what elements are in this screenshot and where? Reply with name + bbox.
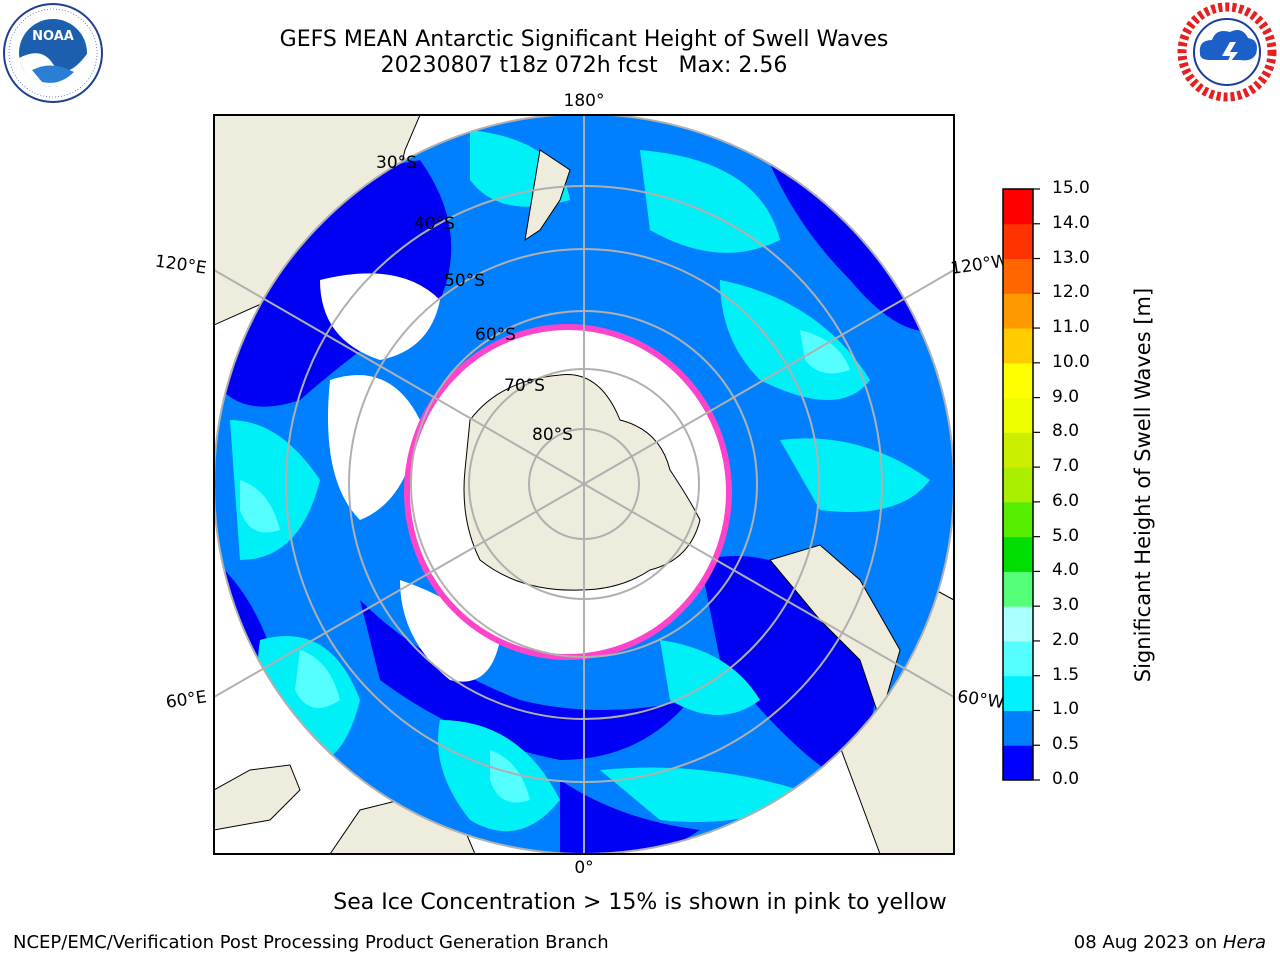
lat-label-80: 80°S xyxy=(532,425,573,445)
colorbar-tick-label: 6.0 xyxy=(1052,490,1080,511)
lon-label-120w: 120°W xyxy=(949,251,1009,279)
colorbar-segment xyxy=(1003,710,1033,746)
sea-ice-note: Sea Ice Concentration > 15% is shown in … xyxy=(333,890,947,915)
colorbar-tick-label: 14.0 xyxy=(1052,212,1090,233)
chart-title: GEFS MEAN Antarctic Significant Height o… xyxy=(279,27,889,52)
lat-label-50: 50°S xyxy=(444,271,485,291)
colorbar-tick-label: 0.0 xyxy=(1052,769,1080,789)
noaa-logo-text: NOAA xyxy=(32,29,74,44)
colorbar-tick-label: 3.0 xyxy=(1052,595,1080,616)
graticule xyxy=(214,115,954,854)
colorbar-segment xyxy=(1003,293,1033,329)
colorbar-tick-label: 15.0 xyxy=(1052,178,1090,198)
colorbar-segment xyxy=(1003,606,1033,642)
map-frame xyxy=(213,114,955,855)
colorbar-tick-label: 12.0 xyxy=(1052,282,1090,303)
colorbar-tick-label: 2.0 xyxy=(1052,629,1080,650)
colorbar-tick-label: 8.0 xyxy=(1052,421,1080,442)
colorbar-segment xyxy=(1003,745,1033,781)
colorbar-segment xyxy=(1003,397,1033,433)
colorbar-segment xyxy=(1003,571,1033,607)
colorbar-segment xyxy=(1003,223,1033,260)
lon-label-60e: 60°E xyxy=(165,687,208,712)
colorbar-segment xyxy=(1003,432,1033,468)
colorbar-tick-label: 1.0 xyxy=(1052,699,1080,720)
footer-host: Hera xyxy=(1222,932,1266,953)
colorbar-tick-label: 5.0 xyxy=(1052,525,1080,546)
colorbar-label: Significant Height of Swell Waves [m] xyxy=(1131,287,1155,683)
colorbar-tick-label: 9.0 xyxy=(1052,386,1080,407)
nws-logo xyxy=(1177,2,1277,102)
colorbar-tick-label: 13.0 xyxy=(1052,247,1090,268)
colorbar-segment xyxy=(1003,536,1033,572)
lon-label-120e: 120°E xyxy=(154,252,208,279)
lon-label-60w: 60°W xyxy=(956,687,1005,713)
footer-date-text: 08 Aug 2023 on xyxy=(1073,932,1223,953)
colorbar-segment xyxy=(1003,258,1033,294)
colorbar-segment xyxy=(1003,328,1033,364)
lat-label-30: 30°S xyxy=(376,153,417,173)
colorbar-segment xyxy=(1003,640,1033,677)
colorbar-segment xyxy=(1003,675,1033,711)
lat-label-40: 40°S xyxy=(414,214,455,234)
lon-label-180: 180° xyxy=(564,91,605,111)
colorbar xyxy=(1003,188,1040,781)
colorbar-frame xyxy=(1002,188,1034,781)
colorbar-segment xyxy=(1003,467,1033,503)
colorbar-tick-label: 11.0 xyxy=(1052,317,1090,338)
lat-label-60: 60°S xyxy=(475,325,516,345)
footer-date: 08 Aug 2023 on Hera xyxy=(1074,932,1266,953)
colorbar-tick-label: 0.5 xyxy=(1052,734,1080,755)
colorbar-tick-label: 10.0 xyxy=(1052,351,1090,372)
lon-label-0: 0° xyxy=(574,858,593,878)
footer-credit: NCEP/EMC/Verification Post Processing Pr… xyxy=(13,932,609,953)
colorbar-tick-label: 4.0 xyxy=(1052,560,1080,581)
lat-label-70: 70°S xyxy=(504,376,545,396)
colorbar-segment xyxy=(1003,189,1033,225)
colorbar-tick-label: 1.5 xyxy=(1052,664,1080,685)
colorbar-segment xyxy=(1003,362,1033,399)
colorbar-segment xyxy=(1003,501,1033,538)
chart-subtitle: 20230807 t18z 072h fcst Max: 2.56 xyxy=(380,53,788,78)
noaa-logo: NOAA xyxy=(3,3,103,103)
colorbar-tick-label: 7.0 xyxy=(1052,456,1080,477)
